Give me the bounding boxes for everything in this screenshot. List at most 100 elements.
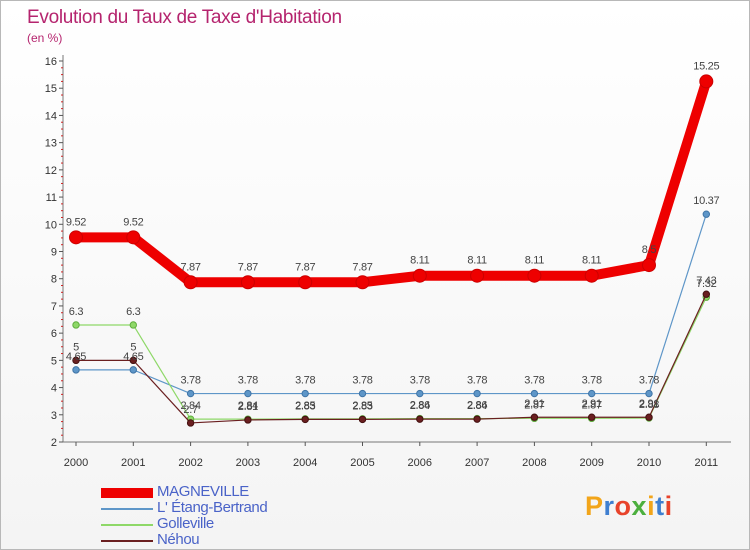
series-1-data-label: 3.78 — [295, 375, 315, 387]
series-2-point — [129, 321, 138, 329]
proxiti-logo: Proxiti — [585, 491, 673, 522]
series-0-data-label: 8.11 — [525, 255, 545, 267]
series-1-data-label: 3.78 — [180, 375, 200, 387]
series-0-point — [584, 268, 599, 283]
series-3-point — [301, 415, 309, 424]
y-tick-label-7: 7 — [51, 301, 57, 313]
y-tick-label-15: 15 — [45, 83, 57, 95]
y-tick-label-14: 14 — [45, 110, 57, 122]
series-2-data-label: 2.86 — [467, 400, 487, 412]
series-2-data-label: 7.32 — [696, 278, 716, 290]
series-3-point — [358, 415, 367, 424]
x-tick-label-2010: 2010 — [637, 457, 661, 469]
logo-letter: i — [664, 491, 673, 521]
series-1-point — [702, 210, 710, 218]
series-0-data-label: 7.87 — [352, 261, 372, 273]
series-2-data-label: 2.84 — [238, 400, 258, 412]
series-1-data-label: 3.78 — [524, 375, 544, 387]
x-tick-label-2005: 2005 — [350, 457, 374, 469]
series-1-data-label: 3.78 — [467, 375, 487, 387]
logo-letter: P — [585, 491, 604, 521]
y-tick-label-10: 10 — [45, 219, 57, 231]
y-tick-label-9: 9 — [51, 247, 57, 259]
series-0-point — [126, 230, 141, 245]
series-3-data-label: 5 — [130, 341, 136, 353]
series-0-point — [240, 275, 255, 290]
series-0-data-label: 7.87 — [295, 261, 315, 273]
logo-letter: r — [603, 491, 615, 521]
y-tick-label-12: 12 — [45, 165, 57, 177]
series-2-data-label: 2.85 — [352, 400, 372, 412]
series-3-data-label: 2.7 — [183, 404, 198, 416]
x-tick-label-2007: 2007 — [465, 457, 489, 469]
series-1-data-label: 10.37 — [693, 195, 719, 207]
series-1-point — [416, 389, 424, 398]
series-2-point — [72, 321, 80, 329]
series-1-data-label: 4.65 — [123, 351, 143, 363]
series-1-point — [530, 389, 539, 398]
series-line-1 — [75, 213, 707, 395]
series-1-point — [358, 389, 367, 398]
x-tick-label-2003: 2003 — [236, 457, 260, 469]
series-0-data-label: 15.25 — [693, 60, 719, 72]
series-0-point — [699, 74, 714, 89]
unit-label: (en %) — [27, 31, 63, 45]
y-tick-label-5: 5 — [51, 355, 57, 367]
series-1-point — [186, 389, 195, 398]
series-2-data-label: 2.84 — [180, 400, 200, 412]
logo-letter: x — [631, 491, 648, 521]
series-3-data-label: 2.83 — [352, 400, 372, 412]
series-2-data-label: 2.88 — [639, 399, 659, 411]
legend-label-golleville: Golleville — [157, 515, 214, 532]
x-tick-label-2001: 2001 — [121, 457, 145, 469]
series-3-point — [530, 413, 539, 421]
legend-label-etang-bertrand: L' Étang-Bertrand — [157, 499, 268, 516]
series-0-point — [470, 268, 485, 283]
series-0-data-label: 8.11 — [467, 255, 487, 267]
series-3-data-label: 2.84 — [410, 400, 430, 412]
y-tick-label-4: 4 — [51, 383, 57, 395]
series-2-data-label: 2.87 — [582, 399, 602, 411]
series-0-data-label: 8.11 — [582, 255, 602, 267]
series-3-point — [645, 413, 653, 421]
series-2-data-label: 2.85 — [295, 400, 315, 412]
series-0-data-label: 9.52 — [66, 216, 86, 228]
series-0-data-label: 7.87 — [238, 261, 258, 273]
series-3-data-label: 5 — [73, 341, 79, 353]
y-tick-label-2: 2 — [51, 437, 57, 449]
series-line-0 — [71, 76, 712, 288]
series-3-data-label: 2.83 — [295, 400, 315, 412]
x-tick-label-2009: 2009 — [579, 457, 603, 469]
series-3-point — [186, 419, 195, 427]
series-3-data-label: 2.91 — [582, 398, 602, 410]
series-1-data-label: 3.78 — [352, 375, 372, 387]
series-1-point — [129, 366, 138, 374]
series-2-data-label: 6.3 — [69, 306, 84, 318]
chart-title: Evolution du Taux de Taxe d'Habitation — [27, 7, 342, 28]
x-tick-label-2004: 2004 — [293, 457, 317, 469]
series-3-data-label: 2.91 — [524, 398, 544, 410]
series-1-point — [301, 389, 309, 398]
series-0-point — [355, 275, 370, 290]
series-2-data-label: 2.87 — [524, 399, 544, 411]
series-3-data-label: 2.84 — [467, 400, 487, 412]
x-tick-label-2008: 2008 — [522, 457, 546, 469]
series-0-data-label: 8.11 — [410, 255, 430, 267]
logo-letter: i — [647, 491, 656, 521]
y-tick-label-3: 3 — [51, 410, 57, 422]
x-tick-label-2006: 2006 — [408, 457, 432, 469]
series-0-point — [183, 275, 198, 290]
legend-label-nehou: Néhou — [157, 531, 200, 548]
y-tick-label-13: 13 — [45, 138, 57, 150]
series-0-data-label: 9.52 — [123, 216, 143, 228]
series-3-point — [473, 415, 481, 423]
series-3-point — [588, 413, 596, 421]
series-3-point — [129, 356, 138, 365]
series-3-data-label: 2.81 — [238, 401, 258, 413]
series-0-point — [527, 268, 542, 283]
series-0-data-label: 7.87 — [180, 261, 200, 273]
series-1-point — [473, 389, 481, 398]
series-2-data-label: 6.3 — [126, 306, 141, 318]
